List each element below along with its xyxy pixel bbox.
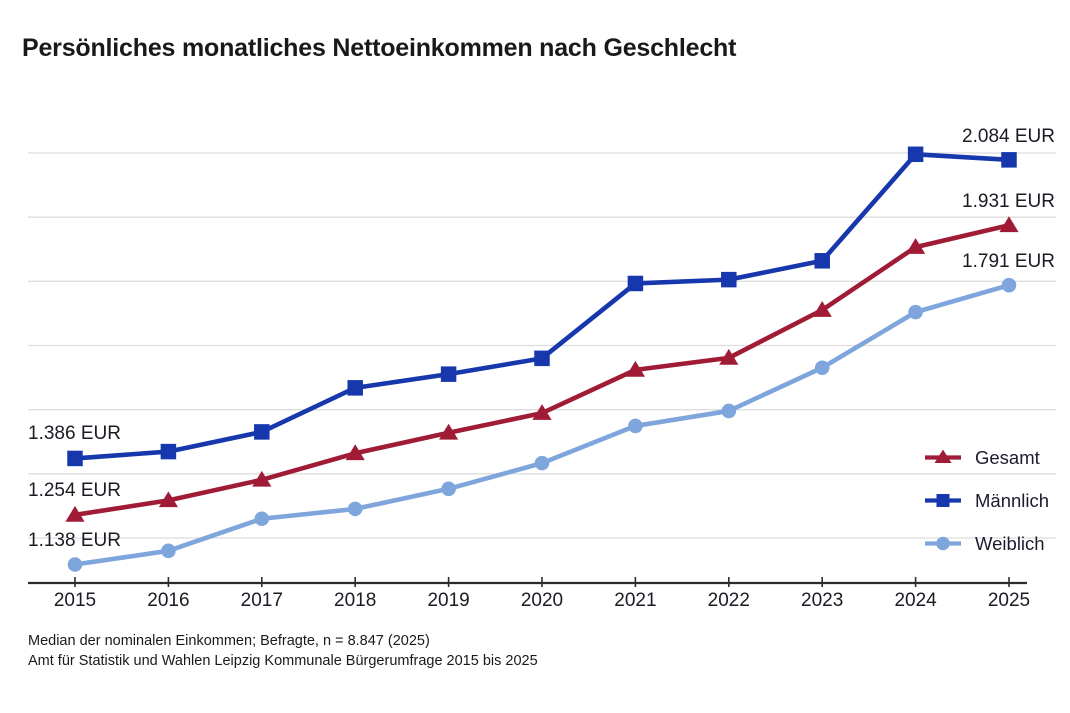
end-label-maennlich: 2.084 EUR xyxy=(962,125,1055,147)
data-point-gesamt-2024 xyxy=(905,238,926,254)
data-point-weiblich-2016 xyxy=(161,543,176,559)
data-point-gesamt-2015 xyxy=(65,505,85,522)
legend-item-weiblich: Weiblich xyxy=(924,534,1049,553)
x-tick-label: 2017 xyxy=(241,590,283,611)
legend-square-glyph xyxy=(936,494,950,507)
x-tick-label: 2023 xyxy=(801,590,843,611)
end-label-gesamt: 1.931 EUR xyxy=(962,191,1055,213)
data-point-männlich-2015 xyxy=(67,450,83,467)
x-tick-label: 2022 xyxy=(708,590,750,611)
start-label-weiblich: 1.138 EUR xyxy=(28,529,121,551)
data-point-männlich-2018 xyxy=(347,380,363,396)
data-point-weiblich-2022 xyxy=(721,403,737,419)
data-point-männlich-2020 xyxy=(534,350,550,367)
legend-item-maennlich: Männlich xyxy=(924,491,1049,510)
data-point-männlich-2024 xyxy=(907,146,924,163)
data-point-weiblich-2025 xyxy=(1001,277,1017,293)
data-point-männlich-2023 xyxy=(814,253,830,269)
square-marker-icon xyxy=(925,494,961,507)
data-point-weiblich-2020 xyxy=(534,455,550,471)
data-point-weiblich-2023 xyxy=(814,360,830,376)
circle-marker-icon xyxy=(925,536,961,551)
data-point-weiblich-2017 xyxy=(254,511,270,527)
data-point-gesamt-2016 xyxy=(158,491,179,508)
end-label-weiblich: 1.791 EUR xyxy=(962,251,1055,273)
legend-label-gesamt: Gesamt xyxy=(975,447,1040,468)
legend-label-weiblich: Weiblich xyxy=(975,533,1045,554)
legend-item-gesamt: Gesamt xyxy=(924,448,1049,467)
footnote-source-line-1: Median der nominalen Einkommen; Befragte… xyxy=(28,633,430,649)
x-tick-label: 2019 xyxy=(427,590,469,611)
data-point-weiblich-2021 xyxy=(628,418,643,434)
data-point-gesamt-2021 xyxy=(625,360,646,377)
data-point-gesamt-2017 xyxy=(252,470,272,487)
legend-label-maennlich: Männlich xyxy=(975,490,1050,511)
data-point-weiblich-2018 xyxy=(347,501,363,517)
legend-triangle-glyph xyxy=(934,449,952,463)
x-tick-label: 2018 xyxy=(334,590,376,611)
chart-title: Persönliches monatliches Nettoeinkommen … xyxy=(22,34,737,62)
x-tick-label: 2025 xyxy=(988,590,1030,611)
data-point-gesamt-2019 xyxy=(438,423,459,440)
data-point-gesamt-2025 xyxy=(999,216,1019,233)
data-point-männlich-2016 xyxy=(160,443,177,460)
data-point-männlich-2022 xyxy=(721,271,737,288)
x-tick-label: 2020 xyxy=(521,590,563,611)
data-point-gesamt-2018 xyxy=(345,444,365,461)
x-tick-label: 2024 xyxy=(894,590,937,611)
data-point-weiblich-2015 xyxy=(67,557,83,572)
series-line-gesamt xyxy=(72,222,1012,518)
x-tick-label: 2016 xyxy=(147,590,189,611)
legend-circle-glyph xyxy=(936,536,950,551)
data-point-männlich-2021 xyxy=(627,275,644,292)
series-line-weiblich xyxy=(72,282,1012,567)
data-point-weiblich-2019 xyxy=(441,481,456,497)
data-point-gesamt-2020 xyxy=(532,404,552,420)
x-tick-label: 2015 xyxy=(54,590,96,611)
data-point-männlich-2025 xyxy=(1001,152,1017,168)
legend: Gesamt Männlich Weiblich xyxy=(924,448,1049,553)
data-point-männlich-2017 xyxy=(254,424,270,440)
x-tick-label: 2021 xyxy=(614,590,656,611)
data-point-männlich-2019 xyxy=(440,366,457,382)
triangle-marker-icon xyxy=(925,449,961,463)
start-label-gesamt: 1.254 EUR xyxy=(28,479,121,501)
start-label-maennlich: 1.386 EUR xyxy=(28,423,121,445)
data-point-weiblich-2024 xyxy=(908,304,923,320)
footnote-source-line-2: Amt für Statistik und Wahlen Leipzig Kom… xyxy=(28,653,538,669)
footnotes: Median der nominalen Einkommen; Befragte… xyxy=(28,631,538,671)
data-point-gesamt-2023 xyxy=(812,301,832,317)
data-point-gesamt-2022 xyxy=(719,348,739,365)
